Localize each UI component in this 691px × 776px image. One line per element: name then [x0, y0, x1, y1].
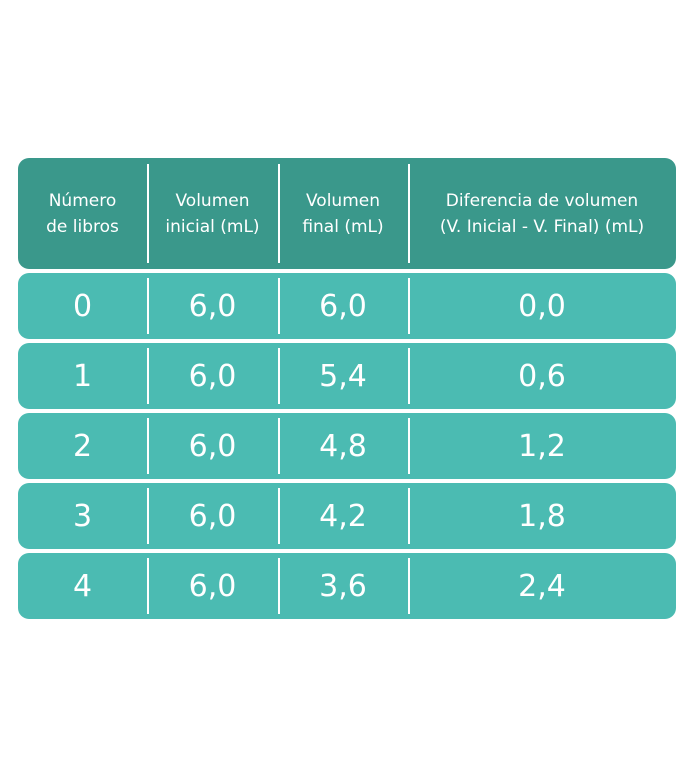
table-cell: 2,4 [518, 568, 566, 604]
table-cell: 0,6 [518, 358, 566, 394]
table-cell: 3,6 [319, 568, 367, 604]
header-cell-book-count: Número de libros [18, 158, 147, 269]
header-cell-final-volume: Volumen final (mL) [278, 158, 408, 269]
column-divider [147, 278, 149, 334]
table-cell: 1 [72, 358, 93, 394]
data-table: Número de libros Volumen inicial (mL) Vo… [18, 158, 676, 619]
table-row: 0 6,0 6,0 0,0 [18, 273, 676, 339]
table-cell: 4,8 [319, 428, 367, 464]
column-divider [408, 278, 410, 334]
column-divider [147, 488, 149, 544]
column-divider [147, 558, 149, 614]
column-divider [408, 418, 410, 474]
table-cell: 6,0 [188, 428, 237, 464]
table-cell: 6,0 [319, 288, 367, 324]
table-cell: 6,0 [188, 288, 237, 324]
table-header-row: Número de libros Volumen inicial (mL) Vo… [18, 158, 676, 269]
header-label: Volumen inicial (mL) [165, 190, 260, 237]
column-divider [278, 418, 280, 474]
table-cell: 1,8 [518, 498, 566, 534]
table-cell: 2 [72, 428, 93, 464]
column-divider [408, 558, 410, 614]
column-divider [408, 488, 410, 544]
column-divider [278, 348, 280, 404]
table-cell: 3 [72, 498, 93, 534]
column-divider [278, 164, 280, 263]
column-divider [147, 348, 149, 404]
table-cell: 0,0 [518, 288, 566, 324]
table-row: 3 6,0 4,2 1,8 [18, 483, 676, 549]
header-label: Volumen final (mL) [302, 190, 384, 237]
table-cell: 4 [72, 568, 93, 604]
table-cell: 6,0 [188, 498, 237, 534]
table-cell: 6,0 [188, 568, 237, 604]
column-divider [147, 418, 149, 474]
table-cell: 0 [72, 288, 93, 324]
column-divider [278, 278, 280, 334]
table-cell: 5,4 [319, 358, 367, 394]
column-divider [278, 558, 280, 614]
table-cell: 1,2 [518, 428, 566, 464]
header-label: Número de libros [46, 190, 119, 237]
header-cell-volume-difference: Diferencia de volumen (V. Inicial - V. F… [408, 158, 676, 269]
column-divider [408, 348, 410, 404]
table-row: 4 6,0 3,6 2,4 [18, 553, 676, 619]
table-row: 1 6,0 5,4 0,6 [18, 343, 676, 409]
column-divider [278, 488, 280, 544]
header-label: Diferencia de volumen (V. Inicial - V. F… [439, 190, 645, 237]
table-cell: 6,0 [188, 358, 237, 394]
column-divider [147, 164, 149, 263]
header-cell-initial-volume: Volumen inicial (mL) [147, 158, 278, 269]
table-row: 2 6,0 4,8 1,2 [18, 413, 676, 479]
table-cell: 4,2 [319, 498, 367, 534]
column-divider [408, 164, 410, 263]
